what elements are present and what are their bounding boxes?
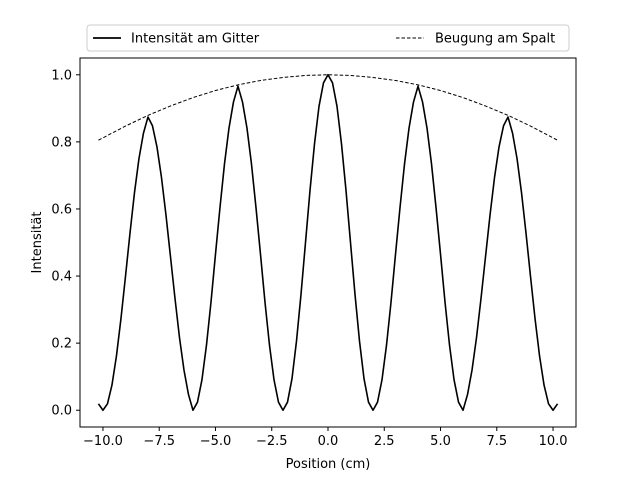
y-tick-label: 0.2 — [51, 337, 72, 352]
x-tick-label: 0.0 — [318, 434, 339, 449]
x-tick-label: 2.5 — [374, 434, 395, 449]
y-tick-label: 1.0 — [51, 68, 72, 83]
series-layer — [97, 73, 559, 412]
x-tick-label: −7.5 — [143, 434, 175, 449]
x-axis: −10.0 −7.5 −5.0 −2.5 0.0 2.5 5.0 7.5 10.0 — [83, 427, 568, 449]
series-line-0 — [97, 73, 559, 412]
y-tick-label: 0.6 — [51, 202, 72, 217]
x-tick-label: −5.0 — [200, 434, 232, 449]
y-tick-label: 0.8 — [51, 135, 72, 150]
y-tick-label: 0.0 — [51, 404, 72, 419]
legend: Intensität am Gitter Beugung am Spalt — [86, 24, 570, 52]
x-tick-label: 10.0 — [539, 434, 568, 449]
legend-label-slit: Beugung am Spalt — [435, 32, 555, 47]
x-tick-label: −10.0 — [83, 434, 123, 449]
y-tick-label: 0.4 — [51, 270, 72, 285]
x-tick-label: 5.0 — [430, 434, 451, 449]
y-axis-label: Intensität — [30, 212, 45, 274]
x-tick-label: −2.5 — [256, 434, 288, 449]
legend-label-grating: Intensität am Gitter — [131, 32, 260, 47]
y-axis: 0.0 0.2 0.4 0.6 0.8 1.0 — [51, 68, 80, 419]
x-axis-label: Position (cm) — [286, 457, 371, 472]
x-tick-label: 7.5 — [486, 434, 507, 449]
legend-frame — [86, 24, 570, 52]
